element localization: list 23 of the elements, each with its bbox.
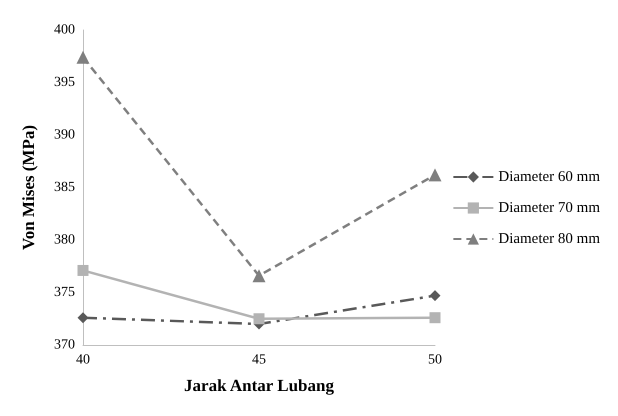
y-tick-label: 380 (54, 232, 75, 248)
point (78, 264, 88, 276)
point (254, 313, 264, 324)
legend-label: Diameter 70 mm (498, 200, 600, 216)
legend-label: Diameter 80 mm (498, 231, 600, 247)
x-tick-label: 40 (76, 352, 90, 368)
point (430, 290, 440, 302)
x-axis-title: Jarak Antar Lubang (184, 376, 334, 395)
y-tick-label: 390 (54, 128, 75, 142)
y-axis-title: Von Mises (MPa) (19, 125, 38, 250)
x-tick-label: 45 (252, 352, 266, 368)
point (76, 50, 90, 64)
y-tick-label: 400 (54, 22, 75, 38)
y-tick-label: 370 (54, 338, 75, 352)
legend-label: Diameter 60 mm (498, 169, 600, 185)
point (252, 269, 266, 282)
y-tick-label: 385 (54, 180, 75, 195)
point (78, 312, 88, 324)
point (430, 312, 440, 324)
x-tick-label: 50 (428, 352, 442, 368)
point (428, 168, 442, 182)
y-tick-label: 375 (54, 285, 75, 300)
y-tick-label: 395 (54, 75, 75, 90)
